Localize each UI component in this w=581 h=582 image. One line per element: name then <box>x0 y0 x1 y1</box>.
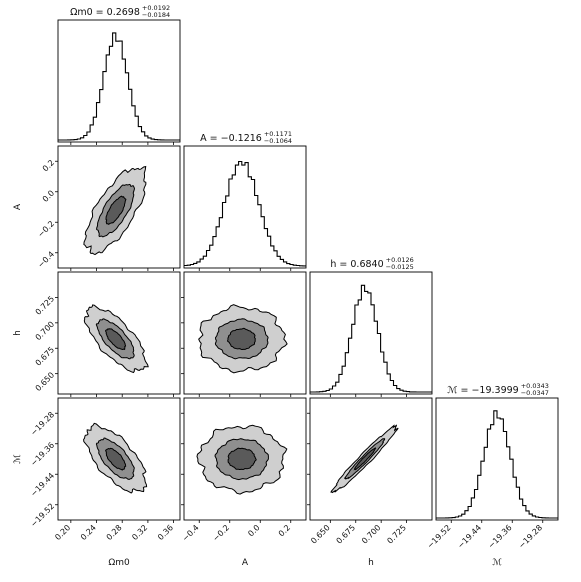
title-A: A = −0.1216 +0.1171−0.1064 <box>200 130 292 145</box>
y-tick-label: 0.2 <box>41 158 56 173</box>
contour-om-A-level-1 <box>105 195 127 225</box>
x-axis-label-M: ℳ <box>492 558 502 568</box>
x-axis-label-A: A <box>242 558 249 568</box>
title-om: Ωm0 = 0.2698 +0.0192−0.0184 <box>70 4 170 19</box>
panel-M-h: 0.650 0.675 0.700 0.725 <box>307 397 433 546</box>
y-tick-label: 0.700 <box>34 320 57 343</box>
x-tick-label: 0.0 <box>246 523 261 538</box>
title-value: A = −0.1216 <box>200 133 262 144</box>
panel-M-M: −19.52 −19.44 −19.36 −19.28 <box>425 397 559 550</box>
x-tick-label: 0.24 <box>79 523 98 542</box>
panel-frame <box>309 397 433 521</box>
title-value: Ωm0 = 0.2698 <box>70 7 140 18</box>
panel-frame <box>57 19 181 143</box>
panel-h-h <box>309 271 433 397</box>
y-tick-label: 0.675 <box>34 345 57 368</box>
x-tick-label: 0.28 <box>105 523 124 542</box>
y-tick-label: −0.2 <box>36 219 56 239</box>
x-tick-label: 0.36 <box>156 523 175 542</box>
x-tick-label: 0.650 <box>309 523 332 546</box>
x-tick-label: −0.2 <box>211 523 231 543</box>
title-h: h = 0.6840 +0.0126−0.0125 <box>330 256 413 271</box>
y-tick-label: 0.650 <box>34 370 57 393</box>
histogram-om <box>58 32 180 141</box>
title-err-plus: +0.0343 <box>521 382 549 390</box>
title-err-plus: +0.0192 <box>142 4 170 12</box>
title-err-minus: −0.0347 <box>521 389 549 397</box>
panel-frame <box>57 271 181 395</box>
y-axis-label-M: ℳ <box>13 454 23 464</box>
x-tick-label: 0.20 <box>53 523 72 542</box>
panel-M-A: −0.4 −0.2 0.0 0.2 <box>181 397 307 543</box>
x-tick-label: −19.28 <box>517 523 544 550</box>
title-err-minus: −0.0125 <box>386 263 414 271</box>
x-tick-label: 0.675 <box>335 523 358 546</box>
contour-A-M-level-1 <box>227 447 257 471</box>
y-tick-label: 0.725 <box>34 294 57 317</box>
panel-A-A <box>183 145 307 271</box>
panel-frame <box>183 397 307 521</box>
x-tick-label: −19.52 <box>425 523 452 550</box>
panel-om-om <box>57 19 181 145</box>
panel-M-om: 0.20 0.24 0.28 0.32 0.36 −19.52 −19.44 −19.36 −1… <box>29 397 181 542</box>
panel-h-A <box>181 271 307 397</box>
title-err-plus: +0.0126 <box>386 256 414 264</box>
panel-frame <box>183 145 307 269</box>
y-axis-label-h: h <box>13 330 23 336</box>
y-axis-label-A: A <box>13 203 23 210</box>
panel-A-om: −0.4 −0.2 0.0 0.2 <box>36 145 181 271</box>
title-value: h = 0.6840 <box>330 259 383 270</box>
title-M: ℳ = −19.3999 +0.0343−0.0347 <box>447 382 549 397</box>
x-tick-label: 0.725 <box>385 523 408 546</box>
x-tick-label: 0.2 <box>277 523 292 538</box>
panel-frame <box>309 271 433 395</box>
title-value: ℳ = −19.3999 <box>447 385 518 396</box>
title-err-minus: −0.1064 <box>264 137 292 145</box>
contour-om-h-level-1 <box>105 328 127 351</box>
x-tick-label: −19.36 <box>486 523 513 550</box>
y-tick-label: −19.36 <box>29 441 56 468</box>
x-axis-label-om: Ωm0 <box>108 558 130 568</box>
y-tick-label: 0.0 <box>41 189 56 204</box>
y-tick-label: −0.4 <box>36 250 56 270</box>
panel-frame <box>57 397 181 521</box>
panel-frame <box>57 145 181 269</box>
y-tick-label: −19.44 <box>29 471 56 498</box>
panel-frame <box>183 271 307 395</box>
histogram-M <box>436 410 558 519</box>
histogram-A <box>184 160 306 267</box>
x-tick-label: 0.700 <box>360 523 383 546</box>
histogram-h <box>310 284 432 393</box>
y-tick-label: −19.52 <box>29 502 56 529</box>
contour-A-h-level-1 <box>227 327 256 351</box>
title-err-plus: +0.1171 <box>264 130 292 138</box>
y-tick-label: −19.28 <box>29 410 56 437</box>
x-tick-label: 0.32 <box>130 523 149 542</box>
x-tick-label: −19.44 <box>456 523 483 550</box>
x-axis-label-h: h <box>368 558 374 568</box>
panel-frame <box>435 397 559 521</box>
contour-h-M-level-1 <box>353 447 377 471</box>
title-err-minus: −0.0184 <box>142 11 170 19</box>
contour-om-M-level-1 <box>105 447 127 471</box>
x-tick-label: −0.4 <box>181 523 201 543</box>
